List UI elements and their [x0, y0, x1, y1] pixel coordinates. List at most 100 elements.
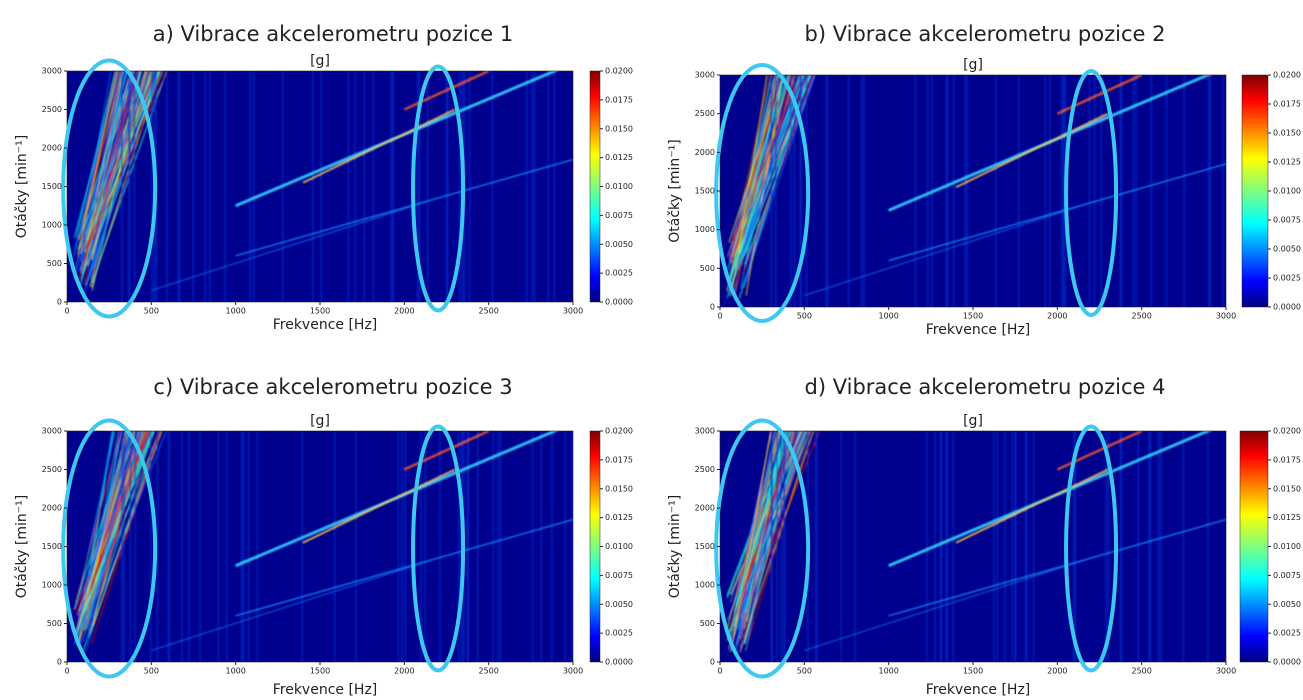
highlight: [1064, 69, 1119, 317]
y-tick-label: 1000: [42, 581, 62, 590]
streak: [82, 431, 120, 628]
streak: [729, 75, 785, 280]
order-line: [804, 557, 1092, 652]
streak: [86, 71, 122, 238]
streak: [77, 71, 118, 255]
y-tick-label: 1500: [695, 542, 715, 551]
y-tick-label: 2500: [42, 105, 62, 114]
streak: [85, 71, 135, 250]
y-tick-label: 1500: [42, 182, 62, 191]
y-tick-label: 3000: [42, 67, 62, 76]
colorbar-tick-label: 0.0200: [1273, 427, 1301, 436]
colorbar: [1239, 430, 1269, 663]
y-tick-label: 2000: [695, 148, 715, 157]
y-tick-label: 3000: [695, 427, 715, 436]
colorbar-tick-label: 0.0125: [605, 153, 633, 162]
y-tick-label: 1000: [695, 225, 715, 234]
colorbar-label: [g]: [310, 413, 330, 429]
colorbar-tick-label: 0.0100: [1273, 542, 1301, 551]
order-line: [235, 518, 573, 617]
order-line: [888, 163, 1226, 262]
order-line: [955, 112, 1109, 189]
order-line: [302, 468, 456, 544]
y-tick-label: 0: [57, 658, 62, 667]
y-tick-label: 0: [57, 298, 62, 307]
chart-title: b) Vibrace akcelerometru pozice 2: [805, 22, 1166, 46]
x-tick-label: 1500: [310, 667, 330, 676]
x-tick-label: 3000: [1216, 667, 1236, 676]
spectrum-texture: [73, 71, 573, 302]
x-tick-label: 2000: [394, 667, 414, 676]
x-tick-label: 0: [717, 667, 722, 676]
highlight: [61, 58, 158, 319]
y-tick-label: 3000: [42, 427, 62, 436]
x-tick-label: 1500: [310, 307, 330, 316]
y-axis-label: Otáčky [min⁻¹]: [667, 139, 683, 242]
streak: [742, 75, 816, 255]
colorbar-label: [g]: [963, 57, 983, 73]
chart-title: a) Vibrace akcelerometru pozice 1: [153, 22, 514, 46]
highlight: [714, 63, 811, 323]
x-tick-label: 2500: [478, 667, 498, 676]
y-tick-label: 0: [710, 658, 715, 667]
y-axis-label: Otáčky [min⁻¹]: [667, 495, 683, 598]
colorbar-tick-label: 0.0150: [1273, 484, 1301, 493]
streak: [730, 75, 768, 296]
x-tick-label: 500: [797, 312, 812, 321]
colorbar-tick-label: 0.0025: [1273, 274, 1301, 283]
colorbar-tick-label: 0.0200: [605, 67, 633, 76]
x-tick-label: 2000: [394, 307, 414, 316]
streak: [81, 431, 129, 635]
y-tick-label: 500: [47, 259, 62, 268]
colorbar-tick-label: 0.0075: [1273, 571, 1301, 580]
x-tick-label: 1000: [225, 667, 245, 676]
highlight: [411, 424, 466, 673]
x-tick-label: 2500: [1131, 667, 1151, 676]
order-line: [955, 468, 1109, 544]
x-axis-label: Frekvence [Hz]: [926, 322, 1031, 338]
colorbar-tick-label: 0.0125: [605, 513, 633, 522]
y-tick-label: 1000: [695, 581, 715, 590]
streak: [86, 431, 144, 624]
y-tick-label: 500: [47, 619, 62, 628]
colorbar-tick-label: 0.0125: [1273, 513, 1301, 522]
streak: [745, 431, 791, 651]
colorbar-tick-label: 0.0125: [1273, 158, 1301, 167]
streak: [83, 71, 151, 261]
x-tick-label: 0: [64, 667, 69, 676]
x-tick-label: 1500: [963, 312, 983, 321]
colorbar-tick-label: 0.0000: [1273, 303, 1301, 312]
colorbar-tick-label: 0.0050: [1273, 245, 1301, 254]
y-tick-label: 2000: [42, 504, 62, 513]
streak: [91, 71, 141, 261]
y-tick-label: 2500: [42, 465, 62, 474]
order-line: [151, 557, 439, 652]
x-tick-label: 2000: [1047, 667, 1067, 676]
streak: [728, 75, 783, 261]
colorbar-tick-label: 0.0150: [605, 124, 633, 133]
chart-title: d) Vibrace akcelerometru pozice 4: [805, 375, 1166, 399]
colorbar-tick-label: 0.0050: [605, 240, 633, 249]
streak: [74, 431, 151, 612]
x-tick-label: 1500: [963, 667, 983, 676]
colorbar-tick-label: 0.0025: [605, 629, 633, 638]
y-tick-label: 3000: [695, 71, 715, 80]
streak: [85, 431, 150, 612]
y-tick-label: 500: [700, 619, 715, 628]
colorbar-tick-label: 0.0100: [1273, 187, 1301, 196]
streak: [734, 431, 783, 650]
highlight: [714, 418, 811, 679]
spectrum-texture: [726, 431, 1226, 662]
y-tick-label: 2500: [695, 109, 715, 118]
colorbar-tick-label: 0.0175: [605, 455, 633, 464]
colorbar-tick-label: 0.0200: [605, 427, 633, 436]
colorbar-label: [g]: [963, 413, 983, 429]
y-tick-label: 2500: [695, 465, 715, 474]
y-tick-label: 2000: [42, 144, 62, 153]
x-tick-label: 2500: [478, 307, 498, 316]
y-axis-label: Otáčky [min⁻¹]: [14, 135, 30, 238]
plot-area: [720, 75, 1226, 307]
streak: [727, 75, 780, 257]
colorbar: [1241, 74, 1269, 308]
